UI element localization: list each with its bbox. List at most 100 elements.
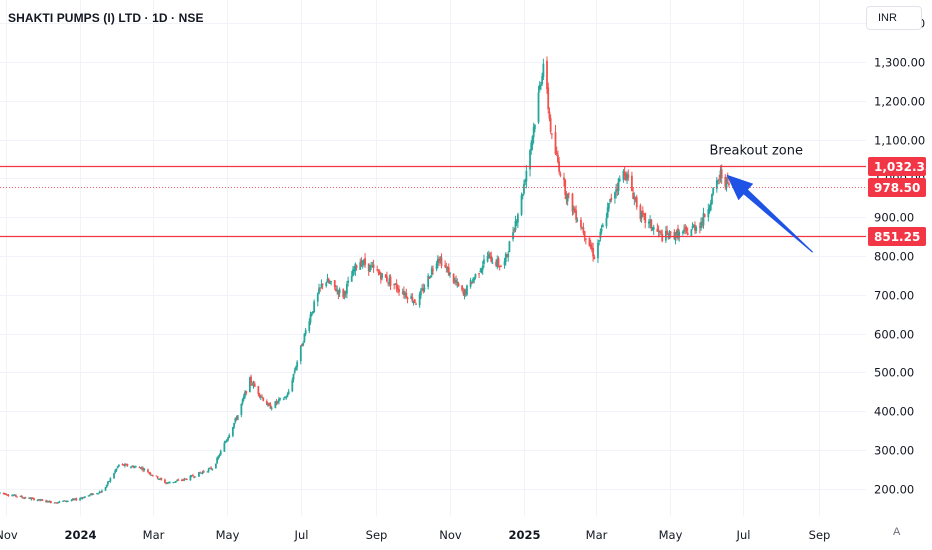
candle xyxy=(151,474,154,477)
candle xyxy=(344,290,347,298)
candle xyxy=(668,230,671,240)
candle xyxy=(452,273,455,284)
candle xyxy=(354,262,357,276)
candle xyxy=(599,228,602,242)
y-tick-label: 700.00 xyxy=(874,289,914,303)
candle xyxy=(396,284,399,294)
candle xyxy=(631,171,633,192)
candle xyxy=(388,274,391,287)
candle xyxy=(241,398,244,406)
chart-title: SHAKTI PUMPS (I) LTD · 1D · NSE xyxy=(8,11,204,25)
candle xyxy=(217,455,220,460)
level-price-labels: 1,032.35 978.50 851.25 xyxy=(868,157,932,246)
candle xyxy=(496,255,499,270)
time-axis[interactable]: Nov 2024 Mar May Jul Sep Nov 2025 Mar May Jul Sep xyxy=(0,528,830,542)
candle xyxy=(30,497,33,501)
candle xyxy=(395,279,398,293)
candle xyxy=(538,80,541,93)
annotation-layer[interactable]: Breakout zone xyxy=(710,144,813,253)
candle xyxy=(91,493,94,496)
candle xyxy=(506,253,508,258)
candle xyxy=(143,468,146,472)
candle xyxy=(684,223,687,235)
horizontal-levels[interactable] xyxy=(0,165,866,238)
candle xyxy=(228,433,231,439)
candle xyxy=(329,280,331,284)
candle xyxy=(193,475,195,479)
candle xyxy=(478,272,480,279)
candle xyxy=(701,217,704,228)
candle xyxy=(673,229,676,240)
candle xyxy=(2,492,5,495)
candle xyxy=(444,260,447,269)
candle xyxy=(463,288,466,300)
candle xyxy=(16,496,18,498)
candle xyxy=(299,345,302,365)
candle xyxy=(7,494,10,497)
candle xyxy=(342,288,345,300)
currency-selector[interactable]: INR xyxy=(866,6,922,30)
candle xyxy=(393,283,396,290)
candle xyxy=(250,374,252,387)
candle xyxy=(355,264,358,271)
candle xyxy=(491,257,494,264)
candle xyxy=(489,252,491,260)
candle xyxy=(57,501,60,504)
candle xyxy=(618,175,621,182)
auto-scale-button[interactable]: A xyxy=(893,526,901,538)
candle xyxy=(150,474,153,476)
candlestick-series xyxy=(0,56,730,504)
candle xyxy=(208,467,211,469)
candle xyxy=(301,343,303,347)
candle xyxy=(109,477,112,483)
candle xyxy=(606,202,609,219)
candle xyxy=(219,449,222,456)
candle xyxy=(335,285,337,292)
breakout-arrow-icon[interactable] xyxy=(726,174,814,253)
candle xyxy=(3,492,6,495)
candle xyxy=(81,497,84,500)
candle xyxy=(210,466,212,470)
candle xyxy=(65,500,68,503)
y-tick-label: 600.00 xyxy=(874,328,914,342)
candle xyxy=(436,255,439,269)
x-tick-label: May xyxy=(216,528,240,542)
candle xyxy=(326,273,329,283)
candle xyxy=(633,192,636,206)
candle xyxy=(597,239,599,264)
candle xyxy=(62,500,64,502)
candle xyxy=(677,224,679,241)
candle xyxy=(709,199,712,212)
candle xyxy=(469,277,472,289)
candle xyxy=(624,171,627,182)
candle xyxy=(521,193,524,200)
breakout-zone-label[interactable]: Breakout zone xyxy=(710,144,803,159)
candle xyxy=(320,279,323,289)
candle xyxy=(387,282,390,287)
candle xyxy=(54,502,57,504)
candle xyxy=(372,259,375,273)
candle xyxy=(293,367,296,375)
candle xyxy=(47,500,50,503)
candle xyxy=(214,463,217,469)
y-tick-label: 1,100.00 xyxy=(874,134,925,148)
candle xyxy=(33,497,35,501)
candle xyxy=(427,273,430,290)
price-axis[interactable]: 1,400.001,300.001,200.001,100.001,000.00… xyxy=(874,17,925,497)
candle xyxy=(73,498,75,501)
candle xyxy=(88,494,91,497)
candle xyxy=(614,191,616,204)
candle xyxy=(678,229,681,242)
candle xyxy=(438,256,440,266)
candle xyxy=(419,287,422,299)
candle xyxy=(720,164,723,184)
candle xyxy=(303,333,306,343)
candle xyxy=(138,466,141,469)
candle xyxy=(48,500,51,503)
candle xyxy=(589,239,592,250)
candle xyxy=(99,491,102,493)
candle xyxy=(542,58,545,81)
candle xyxy=(410,293,413,300)
candle xyxy=(447,263,450,276)
